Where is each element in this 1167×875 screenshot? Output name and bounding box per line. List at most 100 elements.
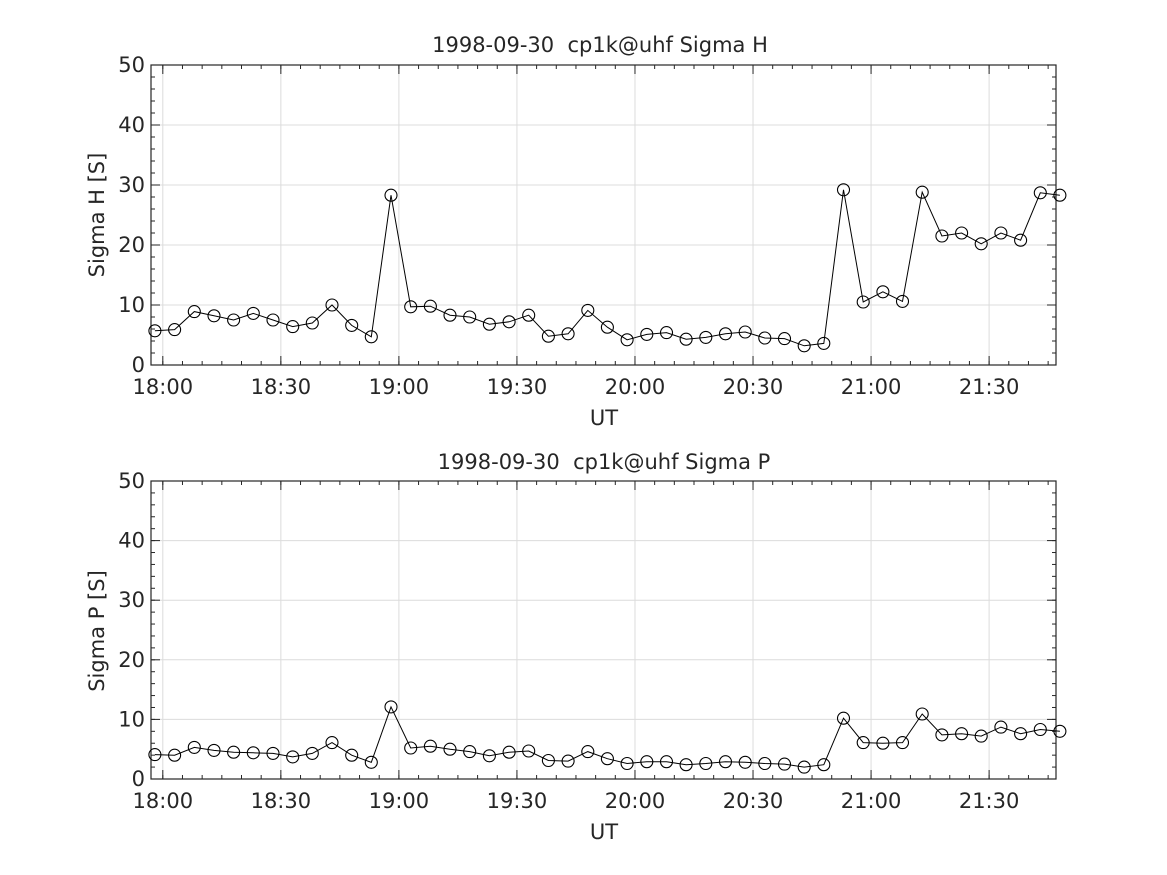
sigma-h-data-point (600, 320, 614, 334)
sigma-h-axes-frame (150, 64, 1057, 366)
sigma-p-data-point (168, 748, 182, 762)
sigma-p-data-point (305, 746, 319, 760)
sigma-p-data-point (266, 746, 280, 760)
sigma-p-data-point (423, 739, 437, 753)
sigma-h-y-tick-label: 10 (118, 293, 145, 317)
sigma-h-title: 1998-09-30 cp1k@uhf Sigma H (432, 33, 768, 57)
sigma-p-data-point (856, 736, 870, 750)
sigma-p-y-tick-label: 0 (132, 767, 145, 791)
sigma-h-series-0 (148, 183, 1067, 353)
sigma-h-data-point (522, 308, 536, 322)
sigma-p-x-tick-label: 20:00 (605, 789, 666, 813)
sigma-p-data-point (148, 748, 162, 762)
sigma-h-data-point (836, 183, 851, 197)
sigma-p-data-point (620, 756, 634, 771)
sigma-p-data-point (797, 760, 811, 774)
sigma-h-data-point (974, 237, 988, 251)
sigma-h-data-point (581, 303, 595, 317)
sigma-p-series-0 (148, 700, 1067, 774)
sigma-h-data-point (443, 308, 457, 322)
sigma-p-data-point (600, 752, 614, 766)
sigma-p-y-tick-label: 10 (118, 707, 145, 731)
sigma-p-data-point (915, 707, 929, 721)
sigma-p-data-point (443, 742, 457, 756)
sigma-p-data-point (246, 746, 260, 760)
sigma-h-data-point (935, 229, 949, 243)
sigma-h-data-point (738, 325, 752, 339)
sigma-h-x-tick-label: 19:30 (487, 375, 548, 399)
sigma-h-data-point (620, 333, 634, 347)
sigma-h-data-point (640, 327, 654, 341)
sigma-h-x-tick-label: 18:00 (133, 375, 194, 399)
sigma-h-data-point (207, 309, 221, 323)
sigma-h-data-point (423, 299, 437, 313)
sigma-p-data-point (207, 743, 221, 757)
sigma-p-data-point (758, 756, 772, 771)
sigma-h-series-line (154, 189, 1060, 347)
sigma-h-data-point (227, 313, 241, 327)
sigma-h-data-point (502, 315, 516, 329)
sigma-p-data-point (895, 736, 910, 750)
sigma-p-data-point (935, 728, 949, 742)
sigma-h-data-point (541, 329, 555, 343)
sigma-h-panel: 1998-09-30 cp1k@uhf Sigma H UT Sigma H [… (85, 33, 1067, 430)
sigma-h-x-tick-label: 18:30 (251, 375, 312, 399)
sigma-h-data-point (266, 313, 280, 327)
sigma-h-data-point (305, 316, 319, 330)
sigma-h-minor-ticks (151, 64, 1056, 366)
sigma-h-data-point (463, 310, 477, 324)
sigma-p-data-point (974, 729, 988, 743)
sigma-h-x-tick-label: 20:00 (605, 375, 666, 399)
sigma-h-data-point (895, 294, 910, 308)
sigma-p-data-point (679, 758, 693, 772)
sigma-p-x-tick-label: 18:30 (251, 789, 312, 813)
sigma-p-data-point (522, 744, 536, 758)
sigma-h-x-tick-label: 20:30 (723, 375, 784, 399)
sigma-p-data-point (286, 750, 300, 764)
sigma-h-y-tick-label: 30 (118, 173, 145, 197)
sigma-h-y-tick-label: 0 (132, 353, 145, 377)
sigma-h-data-point (718, 327, 733, 341)
sigma-p-data-point (561, 754, 575, 768)
sigma-p-panel: 1998-09-30 cp1k@uhf Sigma P UT Sigma P [… (85, 450, 1067, 844)
sigma-h-data-point (777, 332, 792, 346)
sigma-p-y-tick-label: 20 (118, 648, 145, 672)
sigma-h-data-point (659, 326, 674, 340)
sigma-h-data-point (1033, 186, 1047, 200)
sigma-p-data-point (581, 745, 595, 759)
sigma-h-y-tick-label: 40 (118, 113, 145, 137)
sigma-h-x-tick-label: 19:00 (369, 375, 430, 399)
sigma-p-data-point (699, 756, 713, 771)
sigma-p-data-point (817, 758, 831, 772)
sigma-p-x-tick-label: 19:30 (487, 789, 548, 813)
sigma-h-data-point (679, 332, 693, 346)
sigma-p-data-point (659, 755, 674, 769)
sigma-p-y-tick-label: 40 (118, 529, 145, 553)
sigma-h-y-tick-label: 50 (118, 53, 145, 77)
sigma-p-data-point (994, 720, 1008, 734)
sigma-h-x-axis-label: UT (590, 406, 618, 430)
sigma-p-data-point (482, 749, 496, 763)
sigma-h-data-point (955, 226, 969, 240)
sigma-p-data-point (404, 741, 418, 755)
sigma-h-y-tick-label: 20 (118, 233, 145, 257)
sigma-h-data-point (817, 336, 831, 350)
sigma-p-data-point (1014, 727, 1028, 741)
sigma-h-data-point (856, 295, 870, 309)
sigma-p-x-tick-label: 18:00 (133, 789, 194, 813)
sigma-h-y-axis-label: Sigma H [S] (85, 153, 109, 278)
sigma-h-data-point (1053, 188, 1067, 202)
sigma-p-data-point (718, 755, 733, 769)
sigma-h-data-point (364, 330, 378, 344)
sigma-h-data-point (876, 285, 890, 299)
sigma-h-data-point (699, 330, 713, 344)
sigma-p-data-point (738, 755, 752, 769)
sigma-p-x-tick-label: 21:00 (841, 789, 902, 813)
sigma-p-y-tick-label: 30 (118, 588, 145, 612)
sigma-p-data-point (187, 740, 201, 754)
sigma-p-x-tick-label: 21:30 (959, 789, 1020, 813)
sigma-p-axes-frame (150, 480, 1057, 780)
sigma-p-data-point (364, 755, 378, 769)
